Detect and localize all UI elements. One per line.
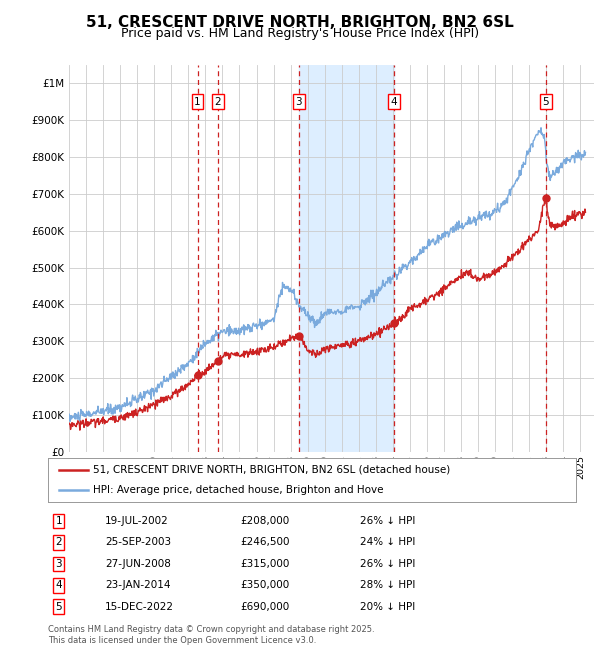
Text: 3: 3 [296,97,302,107]
Text: 4: 4 [55,580,62,590]
Text: £690,000: £690,000 [240,602,289,612]
Text: 51, CRESCENT DRIVE NORTH, BRIGHTON, BN2 6SL (detached house): 51, CRESCENT DRIVE NORTH, BRIGHTON, BN2 … [93,465,450,474]
Text: 5: 5 [55,602,62,612]
Text: 1: 1 [194,97,201,107]
Text: 20% ↓ HPI: 20% ↓ HPI [360,602,415,612]
Text: 24% ↓ HPI: 24% ↓ HPI [360,538,415,547]
Text: 2: 2 [214,97,221,107]
Text: £208,000: £208,000 [240,516,289,526]
Text: 26% ↓ HPI: 26% ↓ HPI [360,516,415,526]
Text: £246,500: £246,500 [240,538,290,547]
Text: 5: 5 [542,97,549,107]
Text: 3: 3 [55,559,62,569]
Text: 27-JUN-2008: 27-JUN-2008 [105,559,171,569]
Text: Contains HM Land Registry data © Crown copyright and database right 2025.
This d: Contains HM Land Registry data © Crown c… [48,625,374,645]
Text: 15-DEC-2022: 15-DEC-2022 [105,602,174,612]
Text: Price paid vs. HM Land Registry's House Price Index (HPI): Price paid vs. HM Land Registry's House … [121,27,479,40]
Text: 23-JAN-2014: 23-JAN-2014 [105,580,170,590]
Bar [299,65,394,452]
Text: £315,000: £315,000 [240,559,289,569]
Text: 28% ↓ HPI: 28% ↓ HPI [360,580,415,590]
Text: HPI: Average price, detached house, Brighton and Hove: HPI: Average price, detached house, Brig… [93,485,383,495]
Text: 26% ↓ HPI: 26% ↓ HPI [360,559,415,569]
Text: 51, CRESCENT DRIVE NORTH, BRIGHTON, BN2 6SL: 51, CRESCENT DRIVE NORTH, BRIGHTON, BN2 … [86,15,514,31]
Text: 19-JUL-2002: 19-JUL-2002 [105,516,169,526]
Text: 4: 4 [391,97,397,107]
Text: 2: 2 [55,538,62,547]
Text: 1: 1 [55,516,62,526]
Text: £350,000: £350,000 [240,580,289,590]
Text: 25-SEP-2003: 25-SEP-2003 [105,538,171,547]
